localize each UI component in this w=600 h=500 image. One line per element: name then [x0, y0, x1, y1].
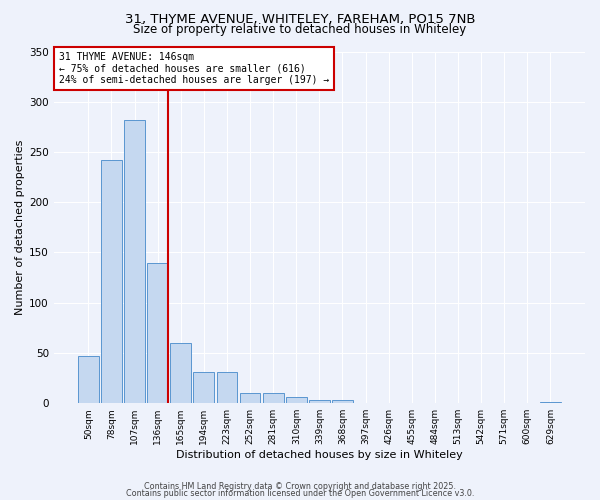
Bar [101, 160, 122, 403]
Y-axis label: Number of detached properties: Number of detached properties [15, 140, 25, 315]
Bar [286, 397, 307, 403]
Bar [540, 402, 561, 403]
Text: Size of property relative to detached houses in Whiteley: Size of property relative to detached ho… [133, 22, 467, 36]
Text: 31, THYME AVENUE, WHITELEY, FAREHAM, PO15 7NB: 31, THYME AVENUE, WHITELEY, FAREHAM, PO1… [125, 12, 475, 26]
Bar [193, 372, 214, 403]
Bar [78, 356, 99, 403]
Text: Contains HM Land Registry data © Crown copyright and database right 2025.: Contains HM Land Registry data © Crown c… [144, 482, 456, 491]
Bar [309, 400, 330, 403]
Text: 31 THYME AVENUE: 146sqm
← 75% of detached houses are smaller (616)
24% of semi-d: 31 THYME AVENUE: 146sqm ← 75% of detache… [59, 52, 329, 84]
Bar [147, 262, 168, 403]
X-axis label: Distribution of detached houses by size in Whiteley: Distribution of detached houses by size … [176, 450, 463, 460]
Bar [170, 343, 191, 403]
Bar [239, 393, 260, 403]
Bar [332, 400, 353, 403]
Bar [217, 372, 238, 403]
Text: Contains public sector information licensed under the Open Government Licence v3: Contains public sector information licen… [126, 489, 474, 498]
Bar [124, 120, 145, 403]
Bar [263, 393, 284, 403]
